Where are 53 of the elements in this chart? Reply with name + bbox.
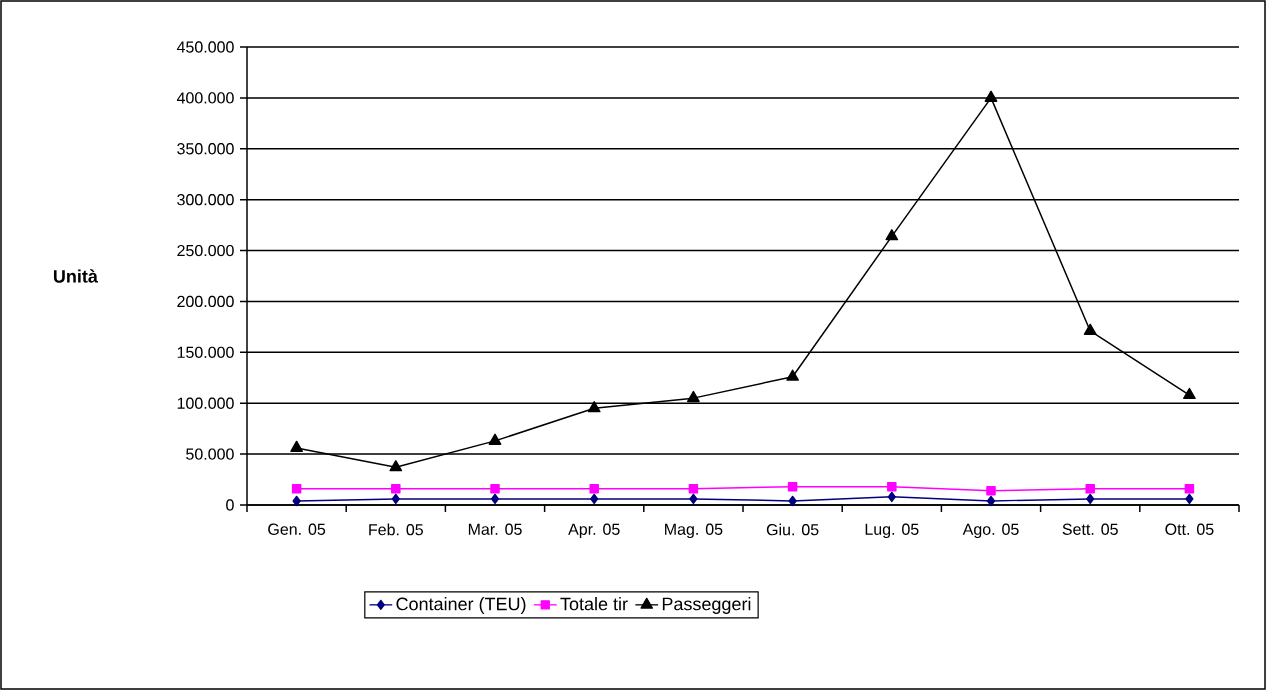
x-tick-label: Feb. 05 xyxy=(369,523,423,536)
point xyxy=(589,483,599,494)
y-tick-label: 300.000 xyxy=(177,194,234,206)
point xyxy=(1086,493,1095,505)
point xyxy=(290,440,303,453)
point xyxy=(688,483,699,494)
y-tick-label: 200.000 xyxy=(177,295,234,308)
point xyxy=(689,493,698,505)
point xyxy=(1085,483,1095,494)
point xyxy=(1183,387,1196,400)
point xyxy=(887,491,896,503)
y-tick-label: 450.000 xyxy=(176,41,234,53)
x-tick-label: Apr. 05 xyxy=(568,523,620,539)
legend-label: Container (TEU) xyxy=(396,597,526,614)
legend-label: Passeggeri xyxy=(662,597,751,614)
point xyxy=(787,481,798,492)
point xyxy=(885,229,899,241)
x-tick-label: Mag. 05 xyxy=(665,523,723,539)
point xyxy=(391,483,401,494)
x-tick-label: Ott. 05 xyxy=(1165,523,1214,535)
point xyxy=(788,495,797,507)
point xyxy=(986,495,996,507)
y-tick-label: 150.000 xyxy=(177,346,234,358)
point xyxy=(488,433,502,445)
point xyxy=(986,486,996,496)
point xyxy=(590,493,599,505)
point xyxy=(292,495,301,507)
y-tick-label: 400.000 xyxy=(176,92,234,104)
y-tick-label: 100.000 xyxy=(177,397,234,409)
x-tick-label: Mar. 05 xyxy=(468,523,522,535)
x-tick-label: Sett. 05 xyxy=(1062,523,1118,535)
point xyxy=(391,493,400,505)
y-tick-label: 250.000 xyxy=(177,244,234,257)
point xyxy=(587,401,601,413)
point xyxy=(786,369,799,381)
point xyxy=(1184,483,1195,494)
point xyxy=(490,493,500,505)
point xyxy=(389,460,403,472)
point xyxy=(687,390,700,403)
x-tick-label: Ago. 05 xyxy=(962,523,1019,539)
y-tick-label: 0 xyxy=(226,499,234,511)
y-axis-title: Unità xyxy=(53,269,98,283)
y-tick-label: 350.000 xyxy=(177,143,234,155)
point xyxy=(1185,493,1194,505)
point xyxy=(291,483,302,494)
x-tick-label: Lug. 05 xyxy=(865,523,919,539)
legend-label: Totale tir xyxy=(560,597,628,611)
y-tick-label: 50.000 xyxy=(186,448,234,460)
point xyxy=(1083,323,1097,335)
point xyxy=(887,481,897,492)
x-tick-label: Giu. 05 xyxy=(766,523,819,536)
point xyxy=(490,483,500,494)
x-tick-label: Gen. 05 xyxy=(268,523,326,535)
